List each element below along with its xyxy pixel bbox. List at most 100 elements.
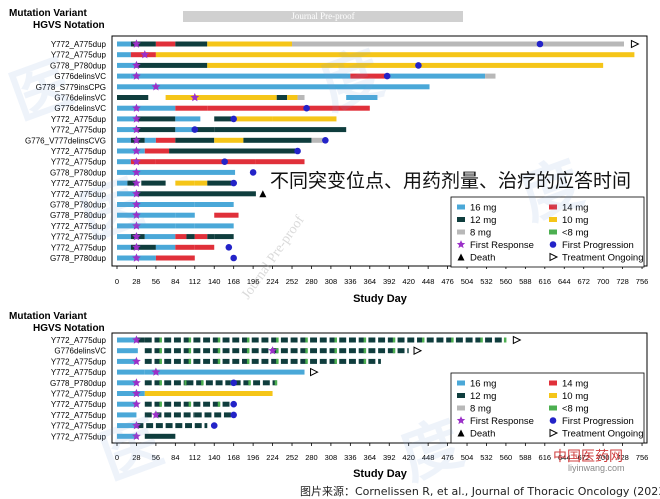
dose-segment-dash	[290, 337, 298, 343]
dose-segment-dash	[242, 337, 249, 343]
first-response-marker	[132, 356, 141, 366]
dose-segment	[117, 234, 131, 240]
first-response-marker	[132, 210, 141, 219]
dose-segment-dash	[203, 348, 211, 354]
dose-segment-lt8	[246, 348, 250, 354]
dose-segment	[117, 180, 128, 186]
dose-segment	[272, 116, 337, 122]
legend-label: 16 mg	[470, 379, 496, 390]
x-tick-label: 224	[266, 277, 279, 286]
dose-segment	[194, 95, 277, 100]
dose-segment-lt8	[451, 337, 454, 343]
dose-segment-dash	[193, 358, 201, 364]
first-response-marker	[132, 199, 141, 209]
image-source-caption: 图片来源：Cornelissen R, et al., Journal of T…	[300, 485, 660, 498]
dose-segment-lt8	[217, 348, 221, 354]
first-progression-marker	[230, 411, 237, 419]
dose-segment	[117, 41, 131, 47]
dose-segment	[255, 159, 305, 165]
dose-segment	[175, 116, 201, 122]
journal-banner: Journal Pre-proof	[183, 11, 463, 22]
dose-segment	[136, 212, 176, 218]
row-label: Y772_A775dup	[51, 422, 107, 431]
dose-segment	[346, 95, 378, 100]
dose-segment-dash	[368, 358, 376, 364]
dose-segment	[136, 116, 176, 122]
legend-swatch	[457, 229, 465, 235]
x-tick-label: 616	[539, 453, 552, 462]
dose-segment	[136, 169, 236, 175]
dose-segment	[117, 169, 137, 175]
dose-segment-lt8	[334, 337, 337, 343]
dose-segment	[117, 369, 145, 375]
dose-segment-dash	[222, 337, 230, 343]
first-progression-marker	[225, 244, 233, 251]
legend-label: 14 mg	[562, 203, 588, 214]
legend-label: 14 mg	[562, 379, 588, 390]
dose-segment-lt8	[363, 358, 367, 364]
dose-segment	[117, 348, 138, 354]
legend-swatch	[549, 405, 557, 411]
dose-segment	[194, 234, 208, 240]
x-tick-label: 168	[227, 277, 240, 286]
dose-segment-dash	[183, 358, 191, 364]
dose-segment-dash	[194, 423, 202, 429]
dose-segment	[194, 223, 234, 229]
dose-segment-dash	[339, 348, 347, 354]
dose-segment-dash	[251, 358, 259, 364]
x-tick-label: 224	[266, 453, 279, 462]
dose-segment-dash	[253, 380, 261, 386]
x-tick-label: 0	[115, 453, 119, 462]
dose-segment-dash	[251, 337, 259, 343]
dose-segment-lt8	[188, 337, 192, 343]
dose-segment-lt8	[334, 358, 337, 364]
first-progression-marker	[303, 104, 310, 112]
row-label: Y772_A775dup	[51, 40, 107, 49]
dose-segment	[175, 137, 215, 143]
first-response-marker	[132, 157, 141, 166]
dose-segment-lt8	[305, 337, 308, 343]
dose-segment-dash	[329, 358, 337, 364]
dose-segment	[243, 137, 312, 143]
dose-segment-lt8	[363, 337, 367, 343]
x-tick-label: 308	[325, 277, 338, 286]
dose-segment	[117, 223, 137, 229]
dose-segment	[117, 358, 137, 364]
x-tick-label: 588	[519, 453, 532, 462]
dose-segment-dash	[436, 337, 444, 343]
dose-segment-dash	[183, 412, 191, 418]
dose-segment-dash	[485, 337, 493, 343]
dose-segment-dash	[319, 348, 327, 354]
dose-segment-dash	[387, 348, 395, 354]
dose-segment-lt8	[159, 337, 162, 343]
dose-segment-lt8	[188, 348, 192, 354]
legend-label: Treatment Ongoing	[562, 429, 644, 440]
dose-segment-dash	[378, 348, 386, 354]
dose-segment-dash	[144, 380, 152, 386]
legend-triangle-icon	[457, 429, 465, 437]
dose-segment	[169, 148, 298, 154]
dose-segment-lt8	[503, 337, 507, 343]
dose-segment	[207, 105, 370, 111]
dose-segment	[155, 244, 176, 250]
dose-segment-dash	[193, 337, 201, 343]
dose-segment-dash	[164, 358, 172, 364]
first-response-marker	[132, 125, 141, 134]
x-tick-label: 672	[577, 277, 590, 286]
first-response-marker	[132, 103, 141, 112]
legend-triangle-icon	[457, 253, 465, 261]
dose-segment	[207, 180, 234, 186]
dose-segment	[130, 244, 156, 250]
dose-segment-lt8	[217, 358, 221, 364]
dose-segment-dash	[154, 358, 162, 364]
dose-segment-dash	[203, 401, 211, 407]
dose-segment-dash	[222, 348, 230, 354]
dose-segment	[117, 391, 145, 396]
x-tick-label: 392	[383, 453, 396, 462]
dose-segment	[117, 433, 137, 439]
row-label: G776_V777delinsCVG	[25, 136, 106, 145]
y-axis-title: Mutation Variant	[9, 8, 87, 19]
dose-segment	[207, 234, 215, 240]
first-response-marker	[132, 232, 141, 241]
dose-segment	[175, 234, 187, 240]
